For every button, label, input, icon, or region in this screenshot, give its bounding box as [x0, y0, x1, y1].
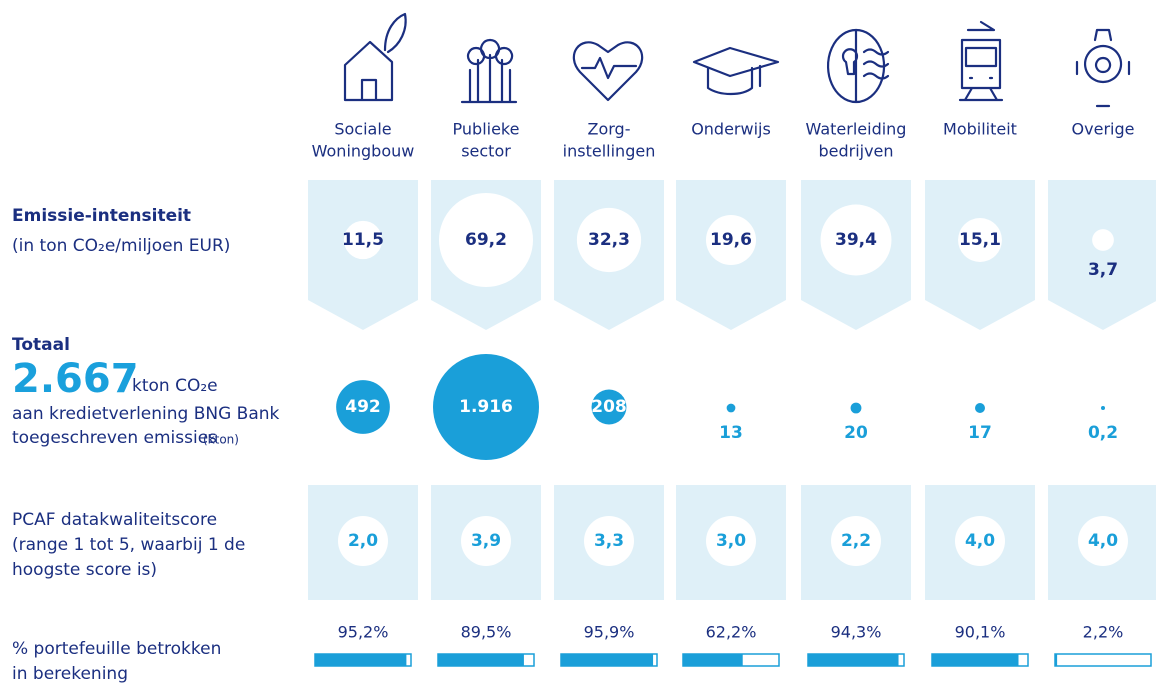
pcaf-label: hoogste score is): [12, 560, 157, 580]
pcaf-circle: [706, 516, 756, 566]
total-line-unit: (kton): [203, 433, 239, 447]
portfolio-bar: [932, 654, 1019, 666]
emission-bubble: [726, 403, 736, 413]
pcaf-circle: [338, 516, 388, 566]
category-label: Onderwijs: [691, 120, 771, 139]
total-line: aan kredietverlening BNG Bank: [12, 404, 280, 424]
house-icon: [343, 40, 394, 102]
pcaf-circle: [1078, 516, 1128, 566]
category-label: Overige: [1072, 120, 1135, 139]
portfolio-value: 95,9%: [584, 623, 635, 642]
graduation-icon: [692, 46, 780, 96]
category-label: Zorg-: [588, 120, 631, 139]
pcaf-label-value: 3,9: [471, 531, 501, 551]
gear-icon: [1075, 28, 1131, 108]
intensity-bubble: [439, 193, 533, 287]
pcaf-circle: [831, 516, 881, 566]
intensity-bubble: [576, 207, 642, 273]
pcaf-label-value: 3,3: [594, 531, 624, 551]
intensity-label: 3,7: [1088, 260, 1118, 280]
category-label: bedrijven: [818, 142, 893, 161]
intensity-label: 39,4: [835, 230, 877, 250]
icons: [343, 12, 1131, 108]
portfolio-bar: [438, 654, 524, 666]
total-title: Totaal: [12, 335, 70, 355]
emission-label: 20: [844, 423, 868, 443]
pcaf-label-value: 2,2: [841, 531, 871, 551]
train-icon: [958, 20, 1004, 102]
pcaf-label-value: 2,0: [348, 531, 378, 551]
portfolio-label: % portefeuille betrokken: [12, 639, 221, 659]
people-icon: [460, 38, 518, 104]
intensity-label: 11,5: [342, 230, 384, 250]
emission-label: 13: [719, 423, 743, 443]
portfolio-bar: [683, 654, 743, 666]
category-label: instellingen: [563, 142, 656, 161]
total-unit: kton CO₂e: [132, 376, 218, 396]
intensity-bubble: [343, 220, 383, 260]
pcaf-label-value: 4,0: [1088, 531, 1118, 551]
pcaf-label-value: 4,0: [965, 531, 995, 551]
emission-label: 0,2: [1088, 423, 1118, 443]
emission-bubble: [336, 380, 390, 434]
pcaf-label: (range 1 tot 5, waarbij 1 de: [12, 535, 245, 555]
total-value: 2.667: [12, 356, 139, 402]
emission-bubble: [433, 354, 539, 460]
emission-bubble: [591, 389, 627, 425]
portfolio-bar: [1055, 654, 1058, 666]
portfolio-bar-track: [1054, 653, 1152, 667]
water-icon: [827, 28, 890, 104]
intensity-label: 69,2: [465, 230, 507, 250]
intensity-label: 15,1: [959, 230, 1001, 250]
portfolio-label: in berekening: [12, 664, 128, 684]
intensity-bubble: [705, 214, 757, 266]
pcaf-circle: [461, 516, 511, 566]
portfolio-bar: [808, 654, 899, 666]
intensity-bubble: [820, 204, 892, 276]
portfolio-value: 2,2%: [1083, 623, 1124, 642]
intensity-label: 19,6: [710, 230, 752, 250]
portfolio-value: 95,2%: [338, 623, 389, 642]
emission-bubble: [1101, 406, 1105, 410]
emission-label: 208: [591, 397, 627, 417]
category-label: Sociale: [334, 120, 391, 139]
category-label: Woningbouw: [312, 142, 415, 161]
pcaf-circle: [584, 516, 634, 566]
emission-bubble: [975, 403, 985, 413]
intensity-label: 32,3: [588, 230, 630, 250]
intensity-bubble: [958, 218, 1002, 262]
emission-label: 17: [968, 423, 992, 443]
category-label: Waterleiding: [806, 120, 907, 139]
portfolio-bar: [561, 654, 654, 666]
portfolio-value: 62,2%: [706, 623, 757, 642]
portfolio-value: 89,5%: [461, 623, 512, 642]
total-line: toegeschreven emissies: [12, 428, 217, 448]
intensity-bubble: [1092, 229, 1114, 251]
portfolio-value: 94,3%: [831, 623, 882, 642]
intensity-panel: [1048, 180, 1156, 330]
pcaf-label-value: 3,0: [716, 531, 746, 551]
category-label: Publieke: [453, 120, 520, 139]
intensity-title: Emissie-intensiteit: [12, 206, 191, 226]
intensity-subtitle: (in ton CO₂e/miljoen EUR): [12, 236, 230, 256]
portfolio-bar: [315, 654, 407, 666]
leaf-icon: [383, 12, 407, 54]
portfolio-value: 90,1%: [955, 623, 1006, 642]
pcaf-label: PCAF datakwaliteitscore: [12, 510, 217, 530]
emission-label: 492: [345, 397, 381, 417]
category-label: Mobiliteit: [943, 120, 1017, 139]
pcaf-circle: [955, 516, 1005, 566]
emission-bubble: [850, 402, 862, 414]
emission-label: 1.916: [459, 397, 513, 417]
heart-icon: [572, 41, 644, 102]
category-label: sector: [461, 142, 511, 161]
